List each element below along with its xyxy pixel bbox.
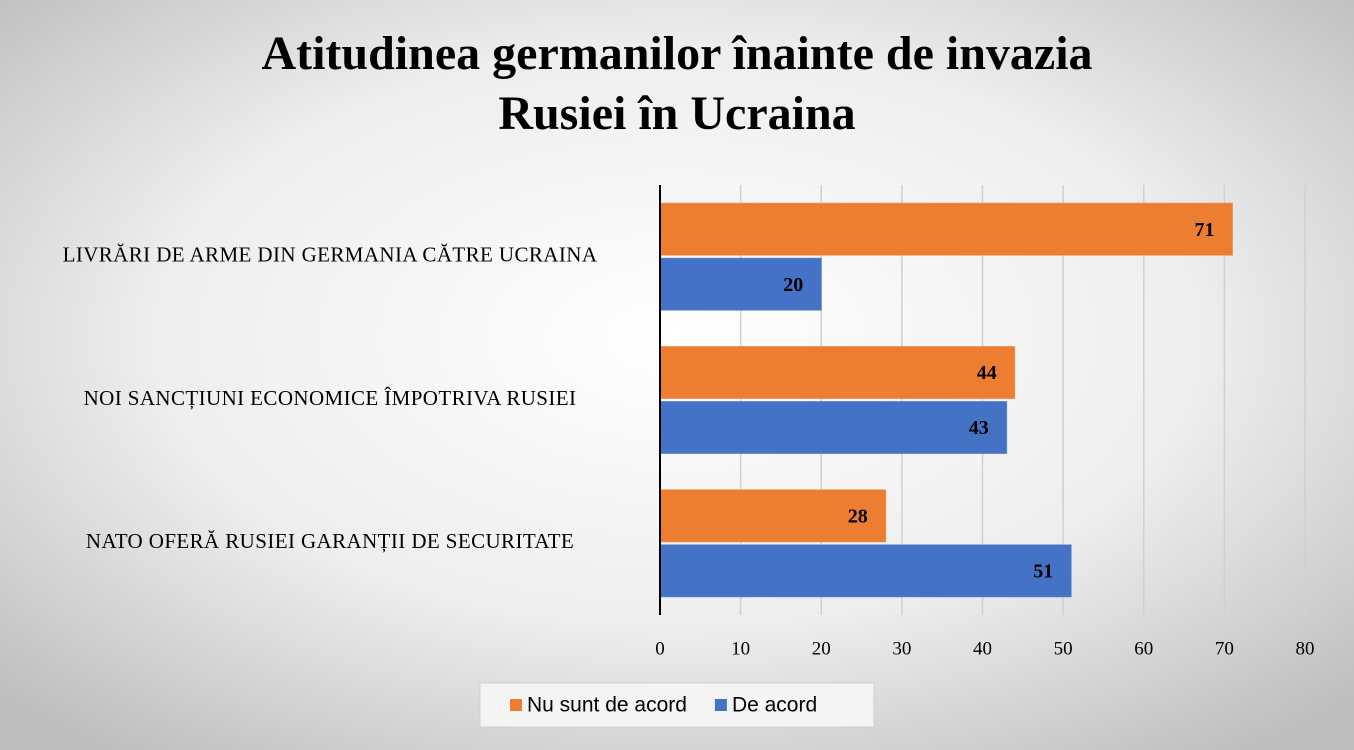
value-label: 28 <box>848 505 868 527</box>
x-tick-label: 10 <box>731 638 750 659</box>
x-tick-label: 30 <box>892 638 911 659</box>
value-label: 51 <box>1033 560 1053 582</box>
x-tick-label: 80 <box>1296 638 1315 659</box>
value-label: 20 <box>783 274 803 296</box>
value-label: 43 <box>969 417 989 439</box>
legend-swatch <box>714 699 727 711</box>
category-label: NOI SANCȚIUNI ECONOMICE ÎMPOTRIVA RUSIEI <box>84 386 577 410</box>
legend-label: Nu sunt de acord <box>527 694 687 717</box>
legend-box <box>479 682 875 728</box>
bar <box>659 401 1008 454</box>
value-label: 44 <box>977 362 997 384</box>
x-tick-label: 50 <box>1054 638 1073 659</box>
legend-swatch <box>510 699 522 711</box>
bar <box>659 202 1233 256</box>
bar <box>659 489 887 543</box>
category-label: LIVRĂRI DE ARME DIN GERMANIA CĂTRE UCRAI… <box>63 242 598 266</box>
value-label: 71 <box>1194 219 1214 241</box>
bar <box>659 346 1016 399</box>
x-tick-label: 40 <box>973 638 992 659</box>
legend-label: De acord <box>732 694 817 717</box>
x-tick-label: 20 <box>812 638 831 659</box>
category-label: NATO OFERĂ RUSIEI GARANȚII DE SECURITATE <box>86 529 574 553</box>
x-tick-label: 60 <box>1134 638 1153 659</box>
chart-title: Atitudinea germanilor înainte de invazia <box>261 27 1092 80</box>
bar <box>659 544 1072 598</box>
x-tick-label: 70 <box>1215 638 1234 659</box>
x-tick-label: 0 <box>655 638 665 659</box>
bar <box>659 257 822 311</box>
chart-title: Rusiei în Ucraina <box>498 87 855 140</box>
